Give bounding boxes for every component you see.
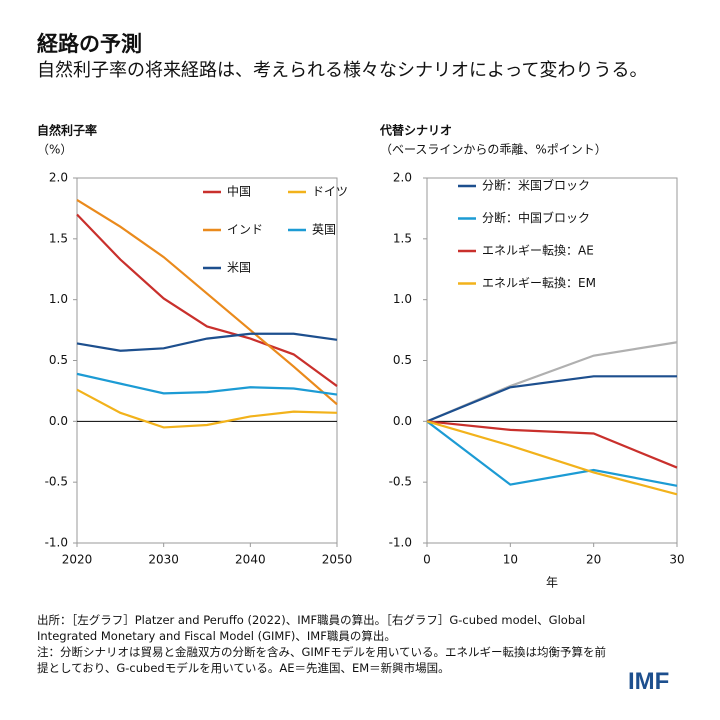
x-tick-label: 2020: [62, 553, 93, 567]
y-tick-label: -0.5: [45, 475, 68, 489]
y-tick-label: -1.0: [45, 536, 68, 550]
y-tick-label: 2.0: [393, 171, 412, 185]
y-tick-label: 0.5: [393, 353, 412, 367]
plot-frame: [76, 177, 338, 544]
x-tick-label: 0: [423, 553, 431, 567]
y-tick-label: 1.0: [393, 292, 412, 306]
series-line: [426, 375, 677, 423]
logo: IMF: [628, 668, 670, 695]
x-tick-label: 10: [503, 553, 518, 567]
x-tick-label: 2040: [235, 553, 266, 567]
x-tick-label: 20: [586, 553, 601, 567]
x-tick-label: 2030: [148, 553, 179, 567]
series-line: [426, 420, 678, 487]
note: 注：分断シナリオは貿易と金融双方の分断を含み、GIMFモデルを用いている。エネル…: [37, 645, 606, 675]
source: 出所：［左グラフ］Platzer and Peruffo (2022)、IMF職…: [37, 613, 586, 643]
chart-title: 自然利子率: [37, 123, 97, 138]
legend-label: 分断：中国ブロック: [482, 210, 590, 225]
y-tick-label: 1.0: [49, 292, 68, 306]
footnote: 出所：［左グラフ］Platzer and Peruffo (2022)、IMF職…: [37, 612, 612, 676]
y-tick-label: 1.5: [393, 231, 412, 245]
y-tick-label: -0.5: [389, 475, 412, 489]
series-line: [426, 420, 678, 496]
y-tick-label: 2.0: [49, 171, 68, 185]
series-line: [76, 213, 338, 387]
x-tick-label: 30: [669, 553, 684, 567]
legend-label: 中国: [227, 184, 251, 199]
legend-label: 分断：米国ブロック: [482, 178, 590, 193]
y-tick-label: -1.0: [389, 536, 412, 550]
x-tick-label: 2050: [322, 553, 353, 567]
legend-label: ドイツ: [312, 185, 348, 199]
legend-label: 米国: [227, 261, 251, 275]
series-line: [426, 420, 678, 469]
legend-label: エネルギー転換：EM: [482, 276, 596, 290]
chart-title: 代替シナリオ: [379, 123, 452, 138]
y-tick-label: 0.0: [49, 414, 68, 428]
plot-frame: [426, 177, 678, 544]
legend-label: インド: [227, 223, 263, 237]
series-line: [76, 388, 338, 429]
legend-label: 英国: [312, 223, 336, 237]
y-tick-label: 1.5: [49, 231, 68, 245]
series-line: [76, 372, 338, 396]
page-title: 経路の予測: [37, 32, 142, 56]
legend-label: エネルギー転換：AE: [482, 244, 594, 258]
chart-subtitle: （%）: [37, 143, 72, 157]
chart-subtitle: （ベースラインからの乖離、%ポイント）: [380, 143, 607, 157]
x-axis-label: 年: [546, 576, 558, 590]
series-line: [76, 332, 338, 352]
series-line: [76, 198, 338, 406]
y-tick-label: 0.0: [393, 414, 412, 428]
page-subtitle: 自然利子率の将来経路は、考えられる様々なシナリオによって変わりうる。: [37, 60, 648, 81]
y-tick-label: 0.5: [49, 353, 68, 367]
